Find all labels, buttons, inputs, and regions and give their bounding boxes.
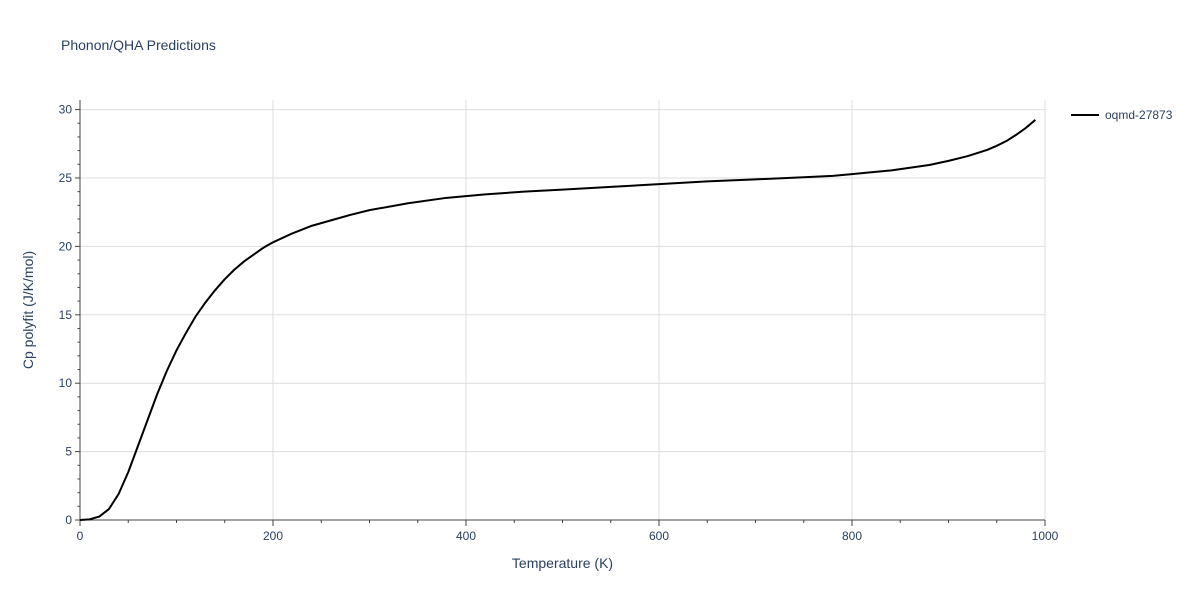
x-axis-label: Temperature (K): [512, 555, 613, 571]
y-tick-label: 5: [65, 445, 72, 459]
grid-layer: [80, 100, 1046, 520]
y-tick-label: 20: [59, 239, 73, 253]
y-axis-label: Cp polyfit (J/K/mol): [20, 251, 36, 369]
series-line-oqmd-27873[interactable]: [79, 119, 1036, 521]
legend-label[interactable]: oqmd-27873: [1105, 108, 1173, 122]
legend[interactable]: oqmd-27873: [1071, 108, 1173, 122]
y-tick-label: 10: [59, 376, 73, 390]
y-tick-label: 25: [59, 171, 73, 185]
x-tick-label: 200: [263, 529, 283, 543]
x-tick-label: 800: [842, 529, 862, 543]
x-tick-label: 0: [77, 529, 84, 543]
series-layer: [79, 119, 1036, 521]
x-tick-label: 600: [649, 529, 669, 543]
chart-title: Phonon/QHA Predictions: [61, 37, 216, 53]
x-tick-label: 1000: [1032, 529, 1059, 543]
y-tick-label: 30: [59, 103, 73, 117]
x-tick-label: 400: [456, 529, 476, 543]
y-tick-label: 15: [59, 308, 73, 322]
y-tick-label: 0: [65, 513, 72, 527]
axes-layer: 0 200 400 600 800 1000 0 5 10 15 20 25 30: [59, 100, 1059, 543]
